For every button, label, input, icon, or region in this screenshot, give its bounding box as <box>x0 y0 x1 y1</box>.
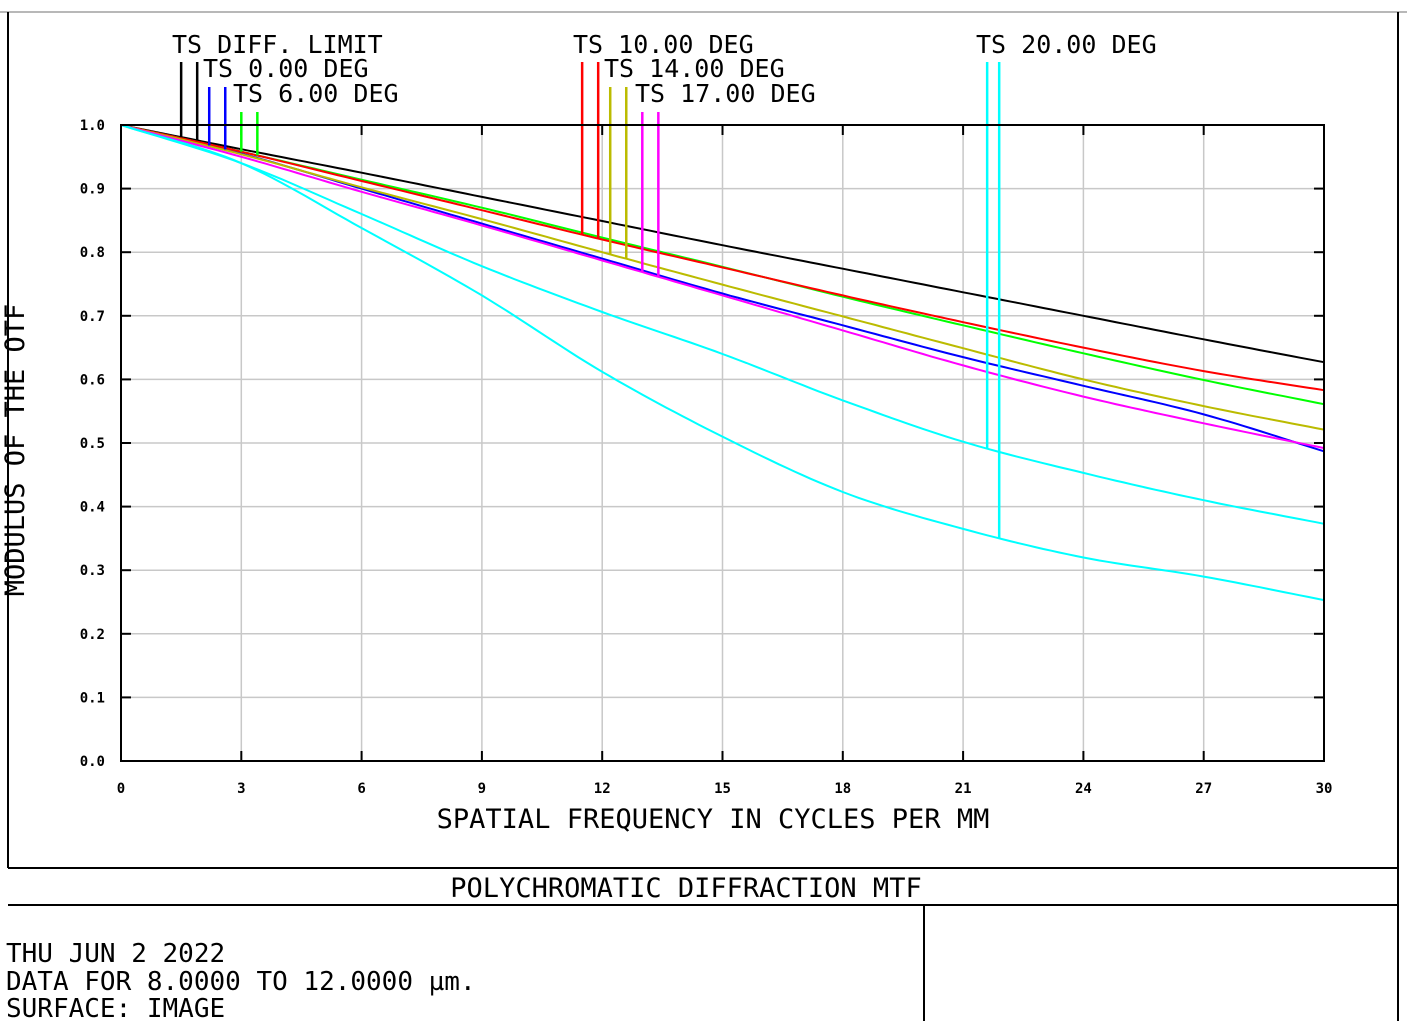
y-tick-label: 0.5 <box>80 436 105 452</box>
series-line <box>120 124 1325 525</box>
outer-frame <box>0 11 1407 1021</box>
footer-info: THU JUN 2 2022 DATA FOR 8.0000 TO 12.000… <box>6 939 476 1021</box>
legend-label-20-deg: TS 20.00 DEG <box>976 30 1157 59</box>
x-tick-labels: 0 3 6 9 12 15 18 21 24 27 30 <box>117 781 1333 797</box>
series-line <box>120 124 1325 364</box>
y-tick-label: 0.9 <box>80 182 105 198</box>
y-tick-label: 0.7 <box>80 309 105 325</box>
legend-label-14-deg: TS 14.00 DEG <box>604 54 785 83</box>
series-line <box>120 124 1325 431</box>
y-tick-labels: 0.0 0.1 0.2 0.3 0.4 0.5 0.6 0.7 0.8 0.9 1.0 <box>80 118 105 770</box>
y-tick-label: 0.0 <box>80 754 105 770</box>
series-line <box>120 124 1325 602</box>
x-tick-label: 0 <box>117 781 125 797</box>
x-tick-label: 15 <box>714 781 731 797</box>
x-tick-label: 21 <box>955 781 972 797</box>
legend: TS DIFF. LIMIT TS 0.00 DEG TS 6.00 DEG T… <box>172 30 1157 108</box>
chart-title: POLYCHROMATIC DIFFRACTION MTF <box>450 873 921 904</box>
x-tick-label: 12 <box>594 781 611 797</box>
y-tick-label: 0.4 <box>80 500 105 516</box>
x-tick-label: 18 <box>834 781 851 797</box>
footer-surface: SURFACE: IMAGE <box>6 994 225 1021</box>
legend-label-diff-limit: TS DIFF. LIMIT <box>172 30 383 59</box>
series-line <box>120 124 1325 392</box>
y-tick-label: 0.8 <box>80 245 105 261</box>
x-tick-label: 6 <box>357 781 365 797</box>
footer-date: THU JUN 2 2022 <box>6 939 225 969</box>
y-tick-label: 0.6 <box>80 372 105 388</box>
x-tick-label: 24 <box>1075 781 1092 797</box>
y-tick-label: 1.0 <box>80 118 105 134</box>
y-tick-label: 0.3 <box>80 563 105 579</box>
y-tick-label: 0.2 <box>80 627 105 643</box>
x-tick-label: 3 <box>237 781 245 797</box>
y-tick-label: 0.1 <box>80 690 105 706</box>
legend-label-0-deg: TS 0.00 DEG <box>203 54 369 83</box>
series-lines <box>120 124 1325 602</box>
grid <box>120 124 1325 762</box>
legend-label-10-deg: TS 10.00 DEG <box>573 30 754 59</box>
x-axis-label: SPATIAL FREQUENCY IN CYCLES PER MM <box>437 804 990 835</box>
series-line <box>120 124 1325 450</box>
plot-frame <box>120 124 1325 762</box>
legend-label-17-deg: TS 17.00 DEG <box>635 79 816 108</box>
legend-label-6-deg: TS 6.00 DEG <box>233 79 399 108</box>
footer-wavelength: DATA FOR 8.0000 TO 12.0000 µm. <box>6 967 476 997</box>
x-tick-label: 9 <box>478 781 486 797</box>
legend-markers <box>179 62 1001 539</box>
x-tick-label: 27 <box>1195 781 1212 797</box>
y-axis-label: MODULUS OF THE OTF <box>0 304 31 597</box>
x-tick-label: 30 <box>1316 781 1333 797</box>
